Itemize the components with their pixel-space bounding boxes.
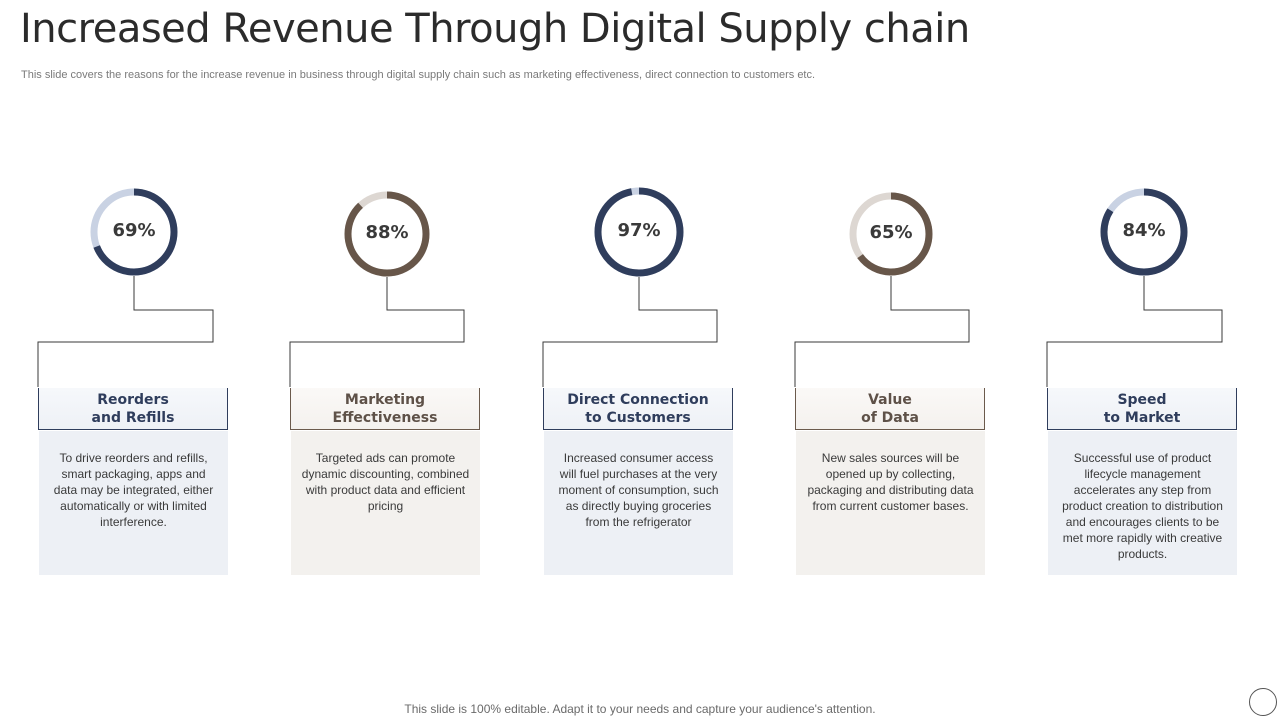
card-heading: Reorders and Refills	[38, 388, 228, 430]
percent-label: 97%	[617, 220, 661, 241]
card-description: Successful use of product lifecycle mana…	[1048, 431, 1237, 575]
progress-ring-fill	[90, 188, 178, 276]
connector-line	[794, 276, 970, 387]
percent-label: 84%	[1122, 220, 1166, 241]
card-heading-text: Speed to Market	[1103, 391, 1181, 426]
card-heading-text: Reorders and Refills	[91, 391, 175, 426]
card-heading: Value of Data	[795, 388, 985, 430]
card-heading: Marketing Effectiveness	[290, 388, 480, 430]
progress-ring-fill	[344, 191, 430, 277]
card-heading-text: Marketing Effectiveness	[332, 391, 438, 426]
progress-ring	[344, 191, 430, 277]
card-heading-text: Direct Connection to Customers	[567, 391, 709, 426]
card-heading-text: Value of Data	[861, 391, 919, 426]
progress-ring-fill	[849, 192, 933, 276]
progress-ring	[90, 188, 178, 276]
card-description: New sales sources will be opened up by c…	[796, 431, 985, 575]
card-heading: Direct Connection to Customers	[543, 388, 733, 430]
percent-label: 69%	[112, 220, 156, 241]
connector-line	[289, 277, 465, 387]
percent-label: 88%	[365, 222, 409, 243]
slide-footer: This slide is 100% editable. Adapt it to…	[404, 702, 876, 716]
progress-ring	[849, 192, 933, 276]
card-description: To drive reorders and refills, smart pac…	[39, 431, 228, 575]
progress-ring-fill	[594, 187, 684, 277]
card-heading: Speed to Market	[1047, 388, 1237, 430]
slide-subtitle: This slide covers the reasons for the in…	[21, 69, 816, 81]
progress-ring-fill	[1100, 188, 1188, 276]
card-description: Targeted ads can promote dynamic discoun…	[291, 431, 480, 575]
card-description: Increased consumer access will fuel purc…	[544, 431, 733, 575]
slide-title: Increased Revenue Through Digital Supply…	[20, 6, 970, 52]
connector-line	[1046, 276, 1223, 387]
connector-line	[542, 277, 718, 387]
progress-ring	[594, 187, 684, 277]
progress-ring	[1100, 188, 1188, 276]
connector-line	[37, 276, 214, 387]
percent-label: 65%	[869, 222, 913, 243]
corner-circle-icon	[1249, 688, 1277, 716]
